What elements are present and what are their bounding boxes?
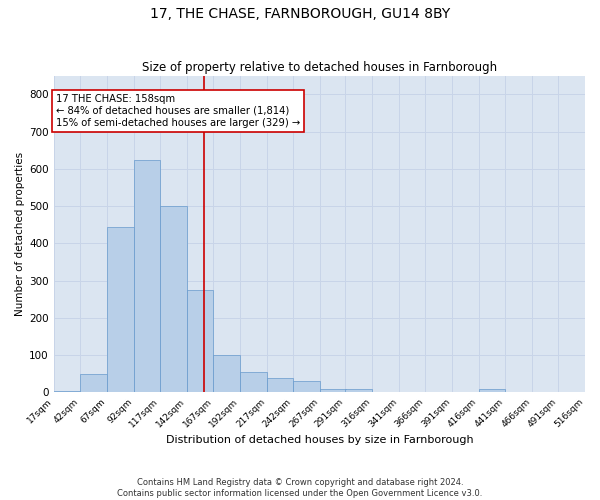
Title: Size of property relative to detached houses in Farnborough: Size of property relative to detached ho…: [142, 62, 497, 74]
X-axis label: Distribution of detached houses by size in Farnborough: Distribution of detached houses by size …: [166, 435, 473, 445]
Text: 17 THE CHASE: 158sqm
← 84% of detached houses are smaller (1,814)
15% of semi-de: 17 THE CHASE: 158sqm ← 84% of detached h…: [56, 94, 300, 128]
Bar: [320, 389, 346, 392]
Text: Contains HM Land Registry data © Crown copyright and database right 2024.
Contai: Contains HM Land Registry data © Crown c…: [118, 478, 482, 498]
Text: 17, THE CHASE, FARNBOROUGH, GU14 8BY: 17, THE CHASE, FARNBOROUGH, GU14 8BY: [150, 8, 450, 22]
Bar: [107, 226, 134, 392]
Bar: [240, 372, 266, 392]
Bar: [293, 382, 320, 392]
Bar: [214, 355, 240, 393]
Bar: [134, 160, 160, 392]
Bar: [160, 206, 187, 392]
Bar: [479, 389, 505, 392]
Bar: [266, 378, 293, 392]
Y-axis label: Number of detached properties: Number of detached properties: [15, 152, 25, 316]
Bar: [80, 374, 107, 392]
Bar: [53, 390, 80, 392]
Bar: [346, 389, 372, 392]
Bar: [187, 290, 214, 392]
